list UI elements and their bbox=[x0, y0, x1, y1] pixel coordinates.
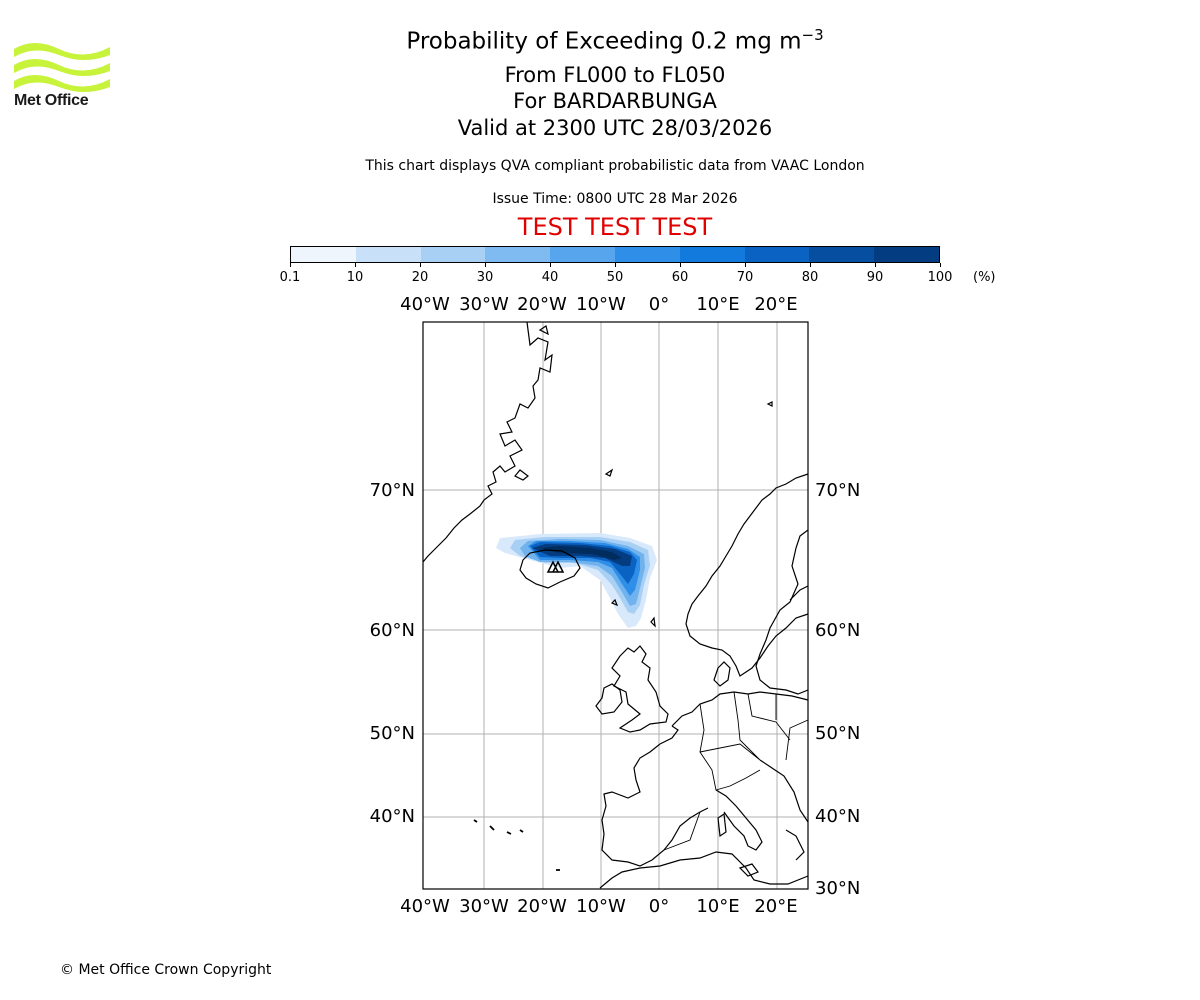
flight-levels: From FL000 to FL050 bbox=[504, 63, 726, 87]
lon-label: 30°W bbox=[459, 896, 509, 917]
colorbar-tick-label: 40 bbox=[541, 270, 559, 285]
lat-label: 60°N bbox=[370, 620, 415, 641]
lon-label: 0° bbox=[649, 294, 669, 315]
lon-label: 20°E bbox=[754, 294, 797, 315]
logo-text: Met Office bbox=[14, 92, 89, 109]
lat-labels-left: 70°N 60°N 50°N 40°N bbox=[370, 480, 415, 827]
lon-label: 20°W bbox=[517, 896, 567, 917]
colorbar-tick bbox=[810, 263, 811, 267]
colorbar-tick bbox=[550, 263, 551, 267]
lat-label: 60°N bbox=[815, 620, 860, 641]
colorbar-segment bbox=[355, 247, 421, 262]
colorbar-tick-label: 20 bbox=[411, 270, 429, 285]
lat-label: 40°N bbox=[815, 806, 860, 827]
test-banner: TEST TEST TEST bbox=[517, 213, 713, 241]
colorbar-tick bbox=[680, 263, 681, 267]
ash-probability-plume bbox=[496, 533, 657, 628]
colorbar-tick bbox=[485, 263, 486, 267]
subtitle: This chart displays QVA compliant probab… bbox=[365, 158, 865, 174]
volcano-name: For BARDARBUNGA bbox=[513, 89, 717, 113]
colorbar-tick bbox=[355, 263, 356, 267]
colorbar bbox=[290, 246, 940, 263]
lat-label: 70°N bbox=[815, 480, 860, 501]
colorbar-tick bbox=[875, 263, 876, 267]
colorbar-tick-label: 80 bbox=[801, 270, 819, 285]
colorbar-tick-label: 60 bbox=[671, 270, 689, 285]
chart-title-text: Probability of Exceeding 0.2 mg m bbox=[406, 28, 802, 55]
lon-label: 10°E bbox=[696, 896, 739, 917]
colorbar-tick bbox=[745, 263, 746, 267]
colorbar-tick-label: 90 bbox=[866, 270, 884, 285]
lon-label: 40°W bbox=[400, 896, 450, 917]
issue-time: Issue Time: 0800 UTC 28 Mar 2026 bbox=[492, 191, 738, 207]
lat-label: 70°N bbox=[370, 480, 415, 501]
colorbar-segment bbox=[679, 247, 745, 262]
colorbar-ticks: 0.1 10 20 30 40 50 60 70 80 90 100 bbox=[0, 263, 1200, 285]
chart-title: Probability of Exceeding 0.2 mg m−3 bbox=[0, 26, 1200, 55]
colorbar-tick-label: 30 bbox=[476, 270, 494, 285]
colorbar-tick-label: 100 bbox=[927, 270, 953, 285]
lon-label: 40°W bbox=[400, 294, 450, 315]
colorbar-segment bbox=[809, 247, 875, 262]
lat-label: 50°N bbox=[370, 723, 415, 744]
colorbar-segment bbox=[485, 247, 551, 262]
colorbar-segment bbox=[744, 247, 810, 262]
colorbar-tick-label: 50 bbox=[606, 270, 624, 285]
colorbar-segment bbox=[550, 247, 615, 262]
lon-label: 0° bbox=[649, 896, 669, 917]
colorbar-tick-label: 0.1 bbox=[279, 270, 301, 285]
colorbar-tick bbox=[290, 263, 291, 267]
lon-label: 10°W bbox=[576, 294, 626, 315]
lon-label: 20°E bbox=[754, 896, 797, 917]
coastlines bbox=[422, 321, 809, 889]
met-office-logo-icon bbox=[14, 43, 110, 92]
lat-label: 40°N bbox=[370, 806, 415, 827]
lon-label: 20°W bbox=[517, 294, 567, 315]
colorbar-tick bbox=[420, 263, 421, 267]
lon-label: 30°W bbox=[459, 294, 509, 315]
valid-time: Valid at 2300 UTC 28/03/2026 bbox=[457, 116, 773, 140]
lat-labels-right: 70°N 60°N 50°N 40°N 30°N bbox=[815, 480, 860, 899]
colorbar-tick bbox=[615, 263, 616, 267]
colorbar-segment bbox=[614, 247, 680, 262]
graticule bbox=[423, 322, 808, 889]
lat-label: 50°N bbox=[815, 723, 860, 744]
lon-labels-top: 40°W 30°W 20°W 10°W 0° 10°E 20°E bbox=[400, 294, 797, 315]
colorbar-unit: (%) bbox=[973, 270, 996, 285]
lat-label: 30°N bbox=[815, 878, 860, 899]
map-frame bbox=[422, 321, 809, 890]
colorbar-segment bbox=[420, 247, 486, 262]
colorbar-tick bbox=[940, 263, 941, 267]
colorbar-tick-label: 10 bbox=[346, 270, 364, 285]
colorbar-segment bbox=[291, 247, 356, 262]
lon-label: 10°E bbox=[696, 294, 739, 315]
lon-labels-bottom: 40°W 30°W 20°W 10°W 0° 10°E 20°E bbox=[400, 896, 797, 917]
title-exponent: −3 bbox=[801, 26, 824, 44]
copyright: © Met Office Crown Copyright bbox=[60, 962, 272, 978]
colorbar-segment bbox=[874, 247, 939, 262]
lon-label: 10°W bbox=[576, 896, 626, 917]
colorbar-tick-label: 70 bbox=[736, 270, 754, 285]
